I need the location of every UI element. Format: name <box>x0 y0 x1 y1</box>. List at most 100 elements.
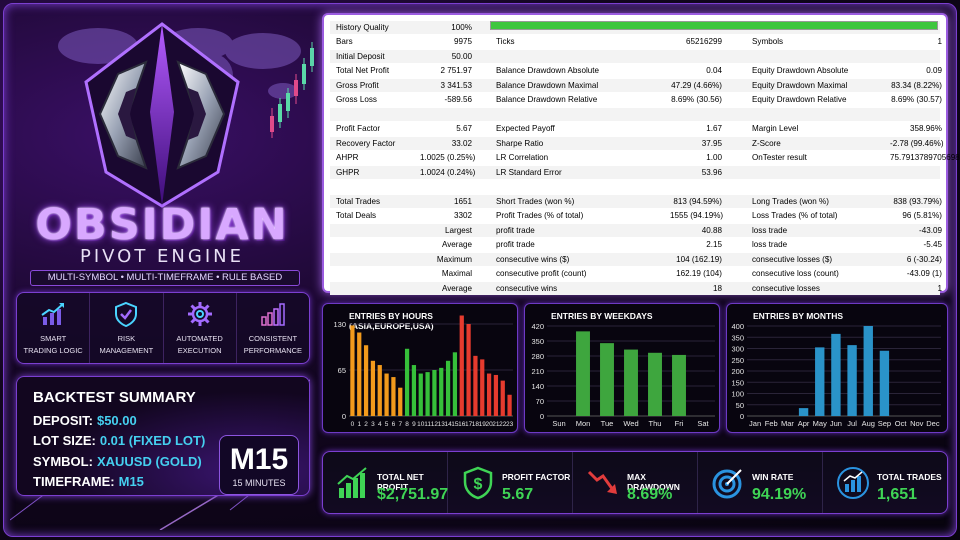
report-cell-label: LR Standard Error <box>496 167 562 177</box>
report-cell-value: 33.02 <box>451 138 472 148</box>
report-cell-label: LR Correlation <box>496 153 549 162</box>
report-cell-value: 5.67 <box>456 124 472 133</box>
report-cell-label: GHPR <box>336 167 360 177</box>
x-tick-label: 21 <box>492 421 500 428</box>
x-tick-label: Oct <box>895 419 908 428</box>
x-tick-label: Aug <box>862 419 875 428</box>
report-cell-value: Largest <box>445 225 472 235</box>
bar <box>863 326 873 416</box>
report-cell-value: 3 341.53 <box>440 80 472 90</box>
chart-svg: 420 350 280 210 140 70 0 Sun Mon Tue Wed Thu Fri Sat <box>531 322 715 428</box>
report-cell-value: 40.88 <box>701 225 722 235</box>
y-tick-label: 400 <box>731 322 744 331</box>
chart-up-icon <box>337 467 367 498</box>
logo-area: OBSIDIAN PIVOT ENGINE MULTI-SYMBOL • MUL… <box>8 8 314 288</box>
report-cell-label: profit trade <box>496 240 535 249</box>
feature-label-line2: EXECUTION <box>177 346 222 355</box>
bar <box>384 373 389 416</box>
report-cell-value: 104 (162.19) <box>676 254 722 264</box>
bar <box>672 354 686 416</box>
bar <box>445 360 451 416</box>
bar <box>418 373 423 416</box>
report-cell-value: 358.96% <box>910 124 942 133</box>
bar <box>425 372 430 416</box>
bar <box>600 343 614 416</box>
x-tick-label: 11 <box>424 421 431 428</box>
y-tick-label: 140 <box>531 382 544 391</box>
y-tick-label: 130 <box>333 320 346 329</box>
brand-name: OBSIDIAN <box>35 200 289 250</box>
report-cell-label: Short Trades (won %) <box>496 196 575 206</box>
x-tick-label: Dec <box>926 419 940 428</box>
report-cell-value: 47.29 (4.66%) <box>671 80 722 90</box>
report-cell-label: Total Deals <box>336 211 377 220</box>
gear-icon <box>187 302 212 326</box>
chart-entries-by-months: ENTRIES BY MONTHS 400 350 300 250 200 150 100 5… <box>726 303 948 433</box>
y-tick-label: 300 <box>731 345 744 354</box>
x-tick-label: Sat <box>697 419 709 428</box>
report-cell-label: consecutive profit (count) <box>496 269 587 278</box>
feature-label-line1: CONSISTENT <box>248 334 298 343</box>
feature-label-line1: SMART <box>40 334 67 343</box>
deposit-value: $50.00 <box>96 413 137 428</box>
feature-label-line1: AUTOMATED <box>176 334 223 343</box>
x-tick-label: 15 <box>451 421 459 428</box>
report-cell-value: 18 <box>712 283 722 293</box>
svg-text:$: $ <box>474 476 483 493</box>
report-cell-value: 1 <box>937 283 942 293</box>
x-tick-label: 18 <box>472 421 480 428</box>
report-cell-label: Loss Trades (% of total) <box>752 211 838 220</box>
chart-up-icon <box>41 303 65 325</box>
timeframe-value: M15 <box>118 474 144 489</box>
bar-chart-icon <box>837 467 869 499</box>
stat-value: $2,751.97 <box>377 486 449 503</box>
x-tick-label: Sep <box>878 419 891 428</box>
x-tick-label: 4 <box>378 421 382 428</box>
symbol-row: SYMBOL: XAUUSD (GOLD) <box>33 454 202 469</box>
report-cell-value: 83.34 (8.22%) <box>891 80 942 90</box>
bar <box>847 345 857 416</box>
report-cell-value <box>670 108 722 121</box>
x-tick-label: Jan <box>749 419 761 428</box>
candlestick-graphic <box>270 42 314 138</box>
report-cell-value: 3302 <box>453 211 472 220</box>
brand-subtitle: PIVOT ENGINE <box>80 246 244 267</box>
y-tick-label: 70 <box>536 397 544 406</box>
lot-size-row: LOT SIZE: 0.01 (FIXED LOT) <box>33 433 205 448</box>
report-cell-value: 0.04 <box>706 66 722 75</box>
x-tick-label: May <box>813 419 827 428</box>
report-cell-value: -5.45 <box>923 240 942 249</box>
report-row: Profit Factor 5.67 Expected Payoff 1.67 Marg… <box>330 122 942 135</box>
report-row <box>330 180 940 193</box>
report-cell-value <box>890 50 942 63</box>
bar <box>831 333 841 416</box>
report-row: Bars 9975 Ticks 65216299 Symbols 1 <box>330 35 942 48</box>
symbol-value: XAUUSD (GOLD) <box>96 454 202 469</box>
report-cell-label: consecutive loss (count) <box>752 269 839 278</box>
report-cell-label: OnTester result <box>752 153 807 162</box>
report-cell-value <box>890 108 942 121</box>
chart-entries-by-hours: ENTRIES BY HOURS (ASIA,EUROPE,USA) 130 65… <box>322 303 518 433</box>
bar <box>377 365 382 416</box>
report-cell-label: loss trade <box>752 225 788 235</box>
bar <box>576 331 590 416</box>
y-tick-label: 50 <box>736 401 744 410</box>
feature-risk-management: RISK MANAGEMENT <box>90 293 164 363</box>
report-cell-label: Profit Factor <box>336 124 381 133</box>
report-cell-value <box>420 108 472 121</box>
report-cell-value <box>670 180 722 193</box>
x-tick-label: 14 <box>444 421 452 428</box>
report-cell-value: 1555 (94.19%) <box>670 211 724 220</box>
x-tick-label: 23 <box>506 421 514 428</box>
report-cell-label <box>336 108 416 121</box>
report-cell-label: Long Trades (won %) <box>752 196 829 206</box>
key-stats-bar: TOTAL NET PROFIT $2,751.97 $ PROFIT FACT… <box>322 451 948 514</box>
x-tick-label: 10 <box>417 421 425 428</box>
report-row: Largest profit trade 40.88 loss trade -43.09 <box>330 223 942 237</box>
report-cell-label: Balance Drawdown Relative <box>496 95 598 104</box>
x-tick-label: Mon <box>576 419 591 428</box>
stat-value: 94.19% <box>752 486 807 503</box>
strategy-report-table: History Quality 100% Bars 9975 Ticks 652162… <box>322 13 960 295</box>
obsidian-emblem-logo <box>84 22 240 208</box>
y-tick-label: 250 <box>731 356 744 365</box>
